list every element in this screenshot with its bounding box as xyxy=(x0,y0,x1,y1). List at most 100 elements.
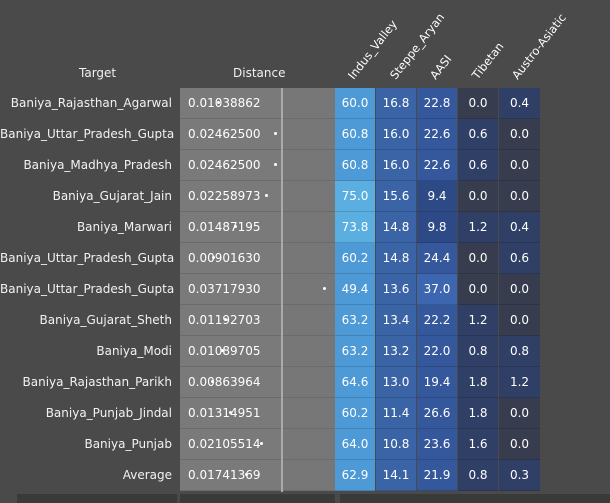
target-name: Baniya_Uttar_Pradesh_Gupta xyxy=(0,251,175,265)
value-cell-austro-asiatic: 0.8 xyxy=(499,336,540,367)
target-name: Baniya_Uttar_Pradesh_Gupta xyxy=(0,127,175,141)
value-cell-indus-valley: 60.8 xyxy=(335,150,375,181)
value-cell-austro-asiatic: 0.0 xyxy=(499,429,540,460)
value-cell-steppe-aryan: 14.8 xyxy=(376,243,416,274)
value-cell-indus-valley: 60.0 xyxy=(335,88,375,119)
value-cell-aasi: 22.6 xyxy=(417,150,457,181)
distance-plot-cell xyxy=(283,274,335,305)
value-cell-aasi: 9.4 xyxy=(417,181,457,212)
value-cell-indus-valley: 63.2 xyxy=(335,305,375,336)
distance-dot xyxy=(259,442,263,445)
table-row: Baniya_Rajasthan_Parikh 0.00863964 64.6 13.… xyxy=(0,367,610,398)
value-cell-steppe-aryan: 13.0 xyxy=(376,367,416,398)
distance-dot xyxy=(224,318,228,321)
distance-separator xyxy=(281,88,283,492)
value-cell-tibetan: 0.0 xyxy=(458,181,498,212)
value-cell-tibetan: 1.8 xyxy=(458,398,498,429)
distance-cell: 0.01741369 xyxy=(180,460,282,491)
value-cell-tibetan: 0.8 xyxy=(458,336,498,367)
value-cell-indus-valley: 60.2 xyxy=(335,398,375,429)
value-cell-indus-valley: 60.8 xyxy=(335,119,375,150)
value-cell-tibetan: 0.0 xyxy=(458,274,498,305)
table-row: Baniya_Madhya_Pradesh 0.02462500 60.8 16.0 2… xyxy=(0,150,610,181)
value-cell-steppe-aryan: 13.6 xyxy=(376,274,416,305)
value-cell-steppe-aryan: 13.2 xyxy=(376,336,416,367)
distance-cell: 0.00901630 xyxy=(180,243,282,274)
target-name: Baniya_Marwari xyxy=(76,220,172,234)
table-row: Baniya_Punjab 0.02105514 64.0 10.8 23.6 1.6 0.… xyxy=(0,429,610,460)
distance-dot xyxy=(265,194,268,197)
table-row: Baniya_Uttar_Pradesh_Gupta 0.00901630 60.2… xyxy=(0,243,610,274)
value-cell-austro-asiatic: 0.3 xyxy=(499,460,540,491)
value-cell-indus-valley: 64.0 xyxy=(335,429,375,460)
value-cell-austro-asiatic: 0.6 xyxy=(499,243,540,274)
value-cell-aasi: 21.9 xyxy=(417,460,457,491)
distance-value: 0.02105514 xyxy=(188,437,261,451)
distance-dot xyxy=(229,411,233,414)
table-row: Baniya_Uttar_Pradesh_Gupta 0.02462500 60.8… xyxy=(0,119,610,150)
distance-cell: 0.02462500 xyxy=(180,119,282,150)
value-cell-austro-asiatic: 0.0 xyxy=(499,119,540,150)
distance-plot-cell xyxy=(283,398,335,429)
value-cell-austro-asiatic: 0.4 xyxy=(499,88,540,119)
value-cell-tibetan: 0.6 xyxy=(458,119,498,150)
target-name: Baniya_Madhya_Pradesh xyxy=(23,158,172,172)
value-cell-austro-asiatic: 0.0 xyxy=(499,305,540,336)
distance-value: 0.01741369 xyxy=(188,468,261,482)
value-cell-aasi: 9.8 xyxy=(417,212,457,243)
distance-cell: 0.02258973 xyxy=(180,181,282,212)
value-cell-tibetan: 0.0 xyxy=(458,88,498,119)
distance-cell: 0.01487195 xyxy=(180,212,282,243)
value-cell-aasi: 24.4 xyxy=(417,243,457,274)
distance-cell: 0.01038862 xyxy=(180,88,282,119)
component-header-austro-asiatic: Austro-Asiatic xyxy=(508,10,569,82)
value-cell-aasi: 19.4 xyxy=(417,367,457,398)
value-cell-indus-valley: 64.6 xyxy=(335,367,375,398)
table-row: Baniya_Rajasthan_Agarwal 0.01038862 60.0 16… xyxy=(0,88,610,119)
component-header-tibetan: Tibetan xyxy=(468,39,507,82)
value-cell-steppe-aryan: 16.8 xyxy=(376,88,416,119)
table-row: Baniya_Uttar_Pradesh_Gupta 0.03717930 49.4… xyxy=(0,274,610,305)
value-cell-steppe-aryan: 16.0 xyxy=(376,150,416,181)
distance-value: 0.01038862 xyxy=(188,96,261,110)
distance-plot-cell xyxy=(283,460,335,491)
distance-plot-cell xyxy=(283,367,335,398)
value-cell-tibetan: 0.6 xyxy=(458,150,498,181)
value-cell-tibetan: 1.8 xyxy=(458,367,498,398)
value-cell-aasi: 22.8 xyxy=(417,88,457,119)
distance-value: 0.01487195 xyxy=(188,220,261,234)
distance-cell: 0.02462500 xyxy=(180,150,282,181)
target-name: Baniya_Modi xyxy=(96,344,172,358)
value-cell-indus-valley: 60.2 xyxy=(335,243,375,274)
component-header-aasi: AASI xyxy=(426,52,455,82)
distance-dot xyxy=(244,473,248,476)
value-cell-aasi: 37.0 xyxy=(417,274,457,305)
value-cell-tibetan: 0.0 xyxy=(458,243,498,274)
value-cell-aasi: 22.6 xyxy=(417,119,457,150)
table-row: Baniya_Punjab_Jindal 0.01314951 60.2 11.4 26… xyxy=(0,398,610,429)
distance-dot xyxy=(234,225,238,228)
value-cell-indus-valley: 73.8 xyxy=(335,212,375,243)
table-row: Baniya_Gujarat_Sheth 0.01192703 63.213.422… xyxy=(0,305,610,336)
value-cell-steppe-aryan: 14.1 xyxy=(376,460,416,491)
value-cell-austro-asiatic: 0.0 xyxy=(499,398,540,429)
table-row: Baniya_Modi 0.01089705 63.2 13.2 22.0 0.8 0.8 xyxy=(0,336,610,367)
bottom-strip-middle xyxy=(180,494,335,503)
value-cell-austro-asiatic: 1.2 xyxy=(499,367,540,398)
target-name: Baniya_Punjab_Jindal xyxy=(45,406,172,420)
distance-header: Distance xyxy=(233,66,286,80)
distance-plot-cell xyxy=(283,150,335,181)
target-name: Baniya_Gujarat_Jain xyxy=(52,189,172,203)
value-cell-steppe-aryan: 13.4 xyxy=(376,305,416,336)
value-cell-tibetan: 1.6 xyxy=(458,429,498,460)
distance-plot-cell xyxy=(283,305,335,336)
value-cell-steppe-aryan: 16.0 xyxy=(376,119,416,150)
distance-plot-cell xyxy=(283,119,335,150)
distance-cell: 0.00863964 xyxy=(180,367,282,398)
distance-value: 0.00901630 xyxy=(188,251,261,265)
value-cell-aasi: 26.6 xyxy=(417,398,457,429)
bottom-strip-left xyxy=(17,494,177,503)
value-cell-steppe-aryan: 15.6 xyxy=(376,181,416,212)
distance-value: 0.02258973 xyxy=(188,189,261,203)
distance-dot xyxy=(322,287,326,290)
